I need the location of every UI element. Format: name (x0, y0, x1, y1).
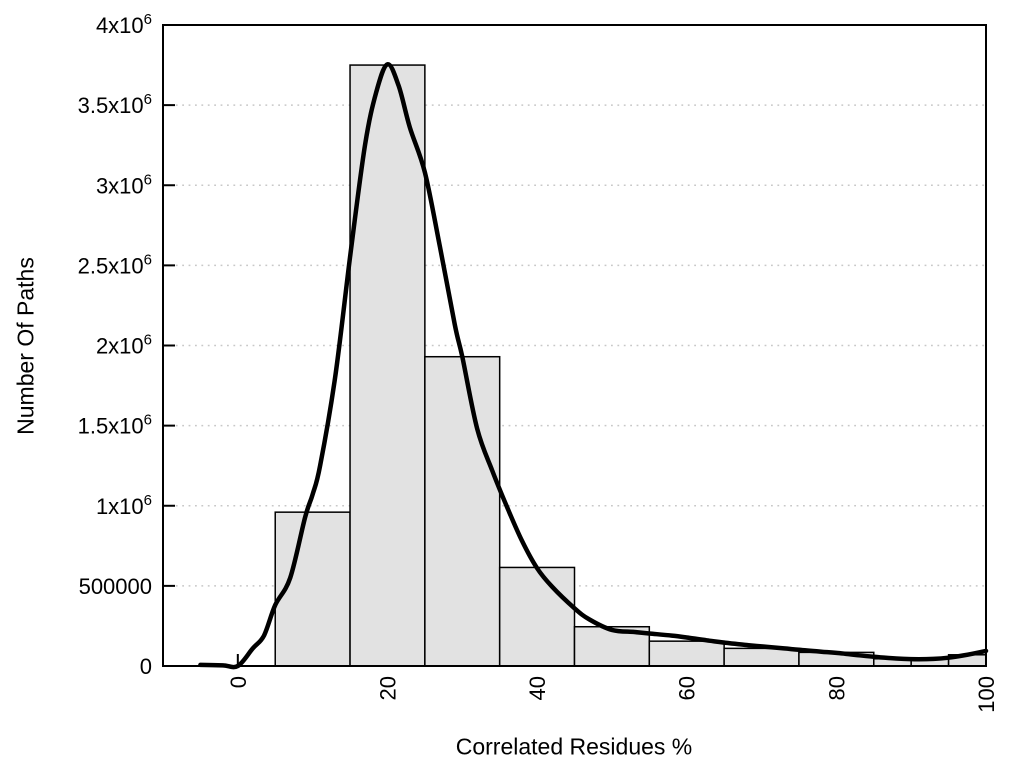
tick-labels-layer: 0 500000 1x106 1.5x106 2x106 2.5x106 3x106 3.5x… (78, 11, 999, 713)
y-tick-label: 0 (140, 654, 152, 679)
histogram-bars-layer (274, 64, 987, 667)
x-tick-label: 60 (675, 676, 700, 700)
grid-layer (163, 104, 986, 587)
y-tick-label: 3x106 (96, 171, 152, 198)
histogram-bar (648, 640, 725, 667)
plot-border (162, 24, 987, 667)
y-tick-label: 1x106 (96, 492, 152, 519)
y-tick-label: 1.5x106 (78, 412, 152, 439)
y-tick-label: 500000 (79, 574, 152, 599)
histogram-bar (723, 647, 800, 667)
density-curve-layer (198, 62, 989, 670)
x-tick-label: 80 (824, 676, 849, 700)
x-tick-label: 20 (375, 676, 400, 700)
x-axis-title: Correlated Residues % (455, 733, 693, 760)
y-tick-label: 2x106 (96, 332, 152, 359)
y-axis-title: Number Of Paths (12, 257, 39, 435)
y-tick-label: 3.5x106 (78, 91, 152, 118)
y-tick-label: 4x106 (96, 11, 152, 38)
histogram-bar (498, 566, 576, 667)
y-tick-label: 2.5x106 (78, 251, 152, 278)
x-tick-label: 40 (525, 676, 550, 700)
x-tick-label: 0 (226, 676, 251, 688)
density-curve (198, 62, 989, 670)
histogram-bar (424, 355, 501, 667)
plot-border-layer (162, 24, 987, 667)
x-tick-label: 100 (974, 676, 999, 713)
